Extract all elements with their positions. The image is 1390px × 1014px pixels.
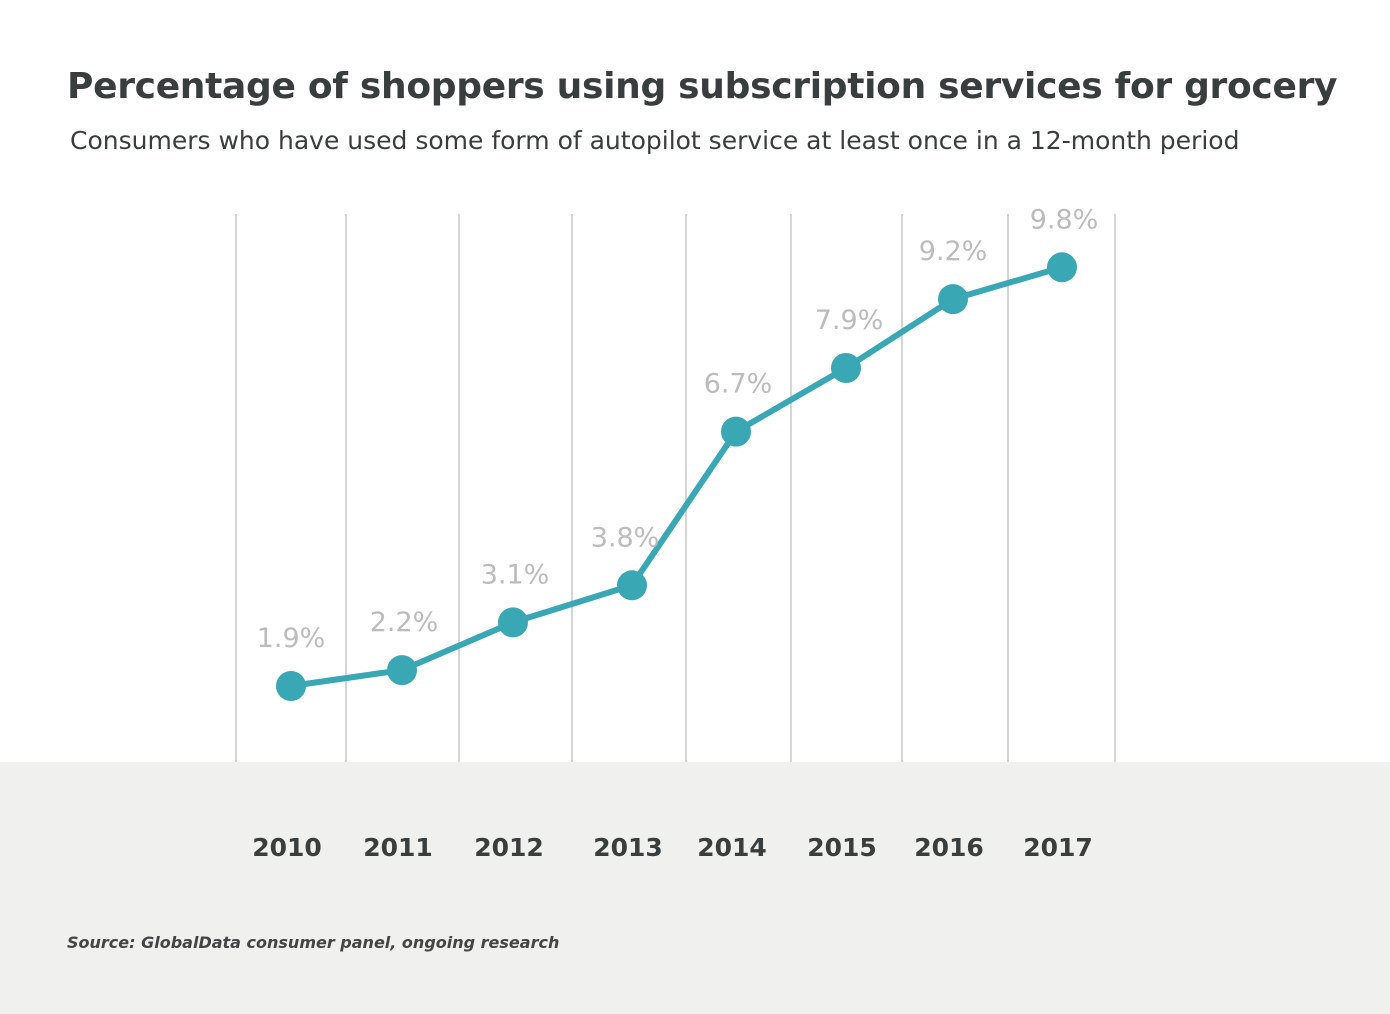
x-tick-label-2013: 2013 [593,833,663,862]
value-label-2010: 1.9% [257,623,326,654]
x-tick-labels: 2010 2011 2012 2013 2014 2015 2016 2017 [252,833,1093,862]
data-points [276,252,1077,701]
value-label-2014: 6.7% [704,369,773,400]
data-point-2012 [498,607,528,638]
data-point-2015 [831,353,861,383]
value-label-2011: 2.2% [370,607,439,638]
data-point-2011 [387,655,417,686]
data-point-2013 [617,570,647,601]
x-tick-label-2012: 2012 [474,833,544,862]
x-tick-label-2010: 2010 [252,833,322,862]
x-axis-band [0,762,1390,1014]
value-labels: 1.9% 2.2% 3.1% 3.8% 6.7% 7.9% 9.2% 9.8% [257,204,1099,654]
value-label-2015: 7.9% [815,305,884,336]
value-label-2012: 3.1% [481,559,550,590]
x-tick-label-2016: 2016 [914,833,984,862]
x-tick-label-2015: 2015 [807,833,877,862]
data-point-2010 [276,671,306,701]
value-label-2013: 3.8% [591,522,660,553]
chart-title: Percentage of shoppers using subscriptio… [67,66,1338,107]
x-tick-label-2017: 2017 [1023,833,1093,862]
x-tick-label-2011: 2011 [363,833,433,862]
value-label-2016: 9.2% [919,236,988,267]
gridlines [235,214,1116,762]
source-note: Source: GlobalData consumer panel, ongoi… [67,933,560,952]
x-tick-label-2014: 2014 [697,833,767,862]
data-point-2017 [1047,252,1077,283]
series-line [288,264,1065,689]
data-point-2014 [721,416,751,447]
data-point-2016 [938,284,968,315]
chart-subtitle: Consumers who have used some form of aut… [70,126,1240,155]
value-label-2017: 9.8% [1030,204,1099,235]
